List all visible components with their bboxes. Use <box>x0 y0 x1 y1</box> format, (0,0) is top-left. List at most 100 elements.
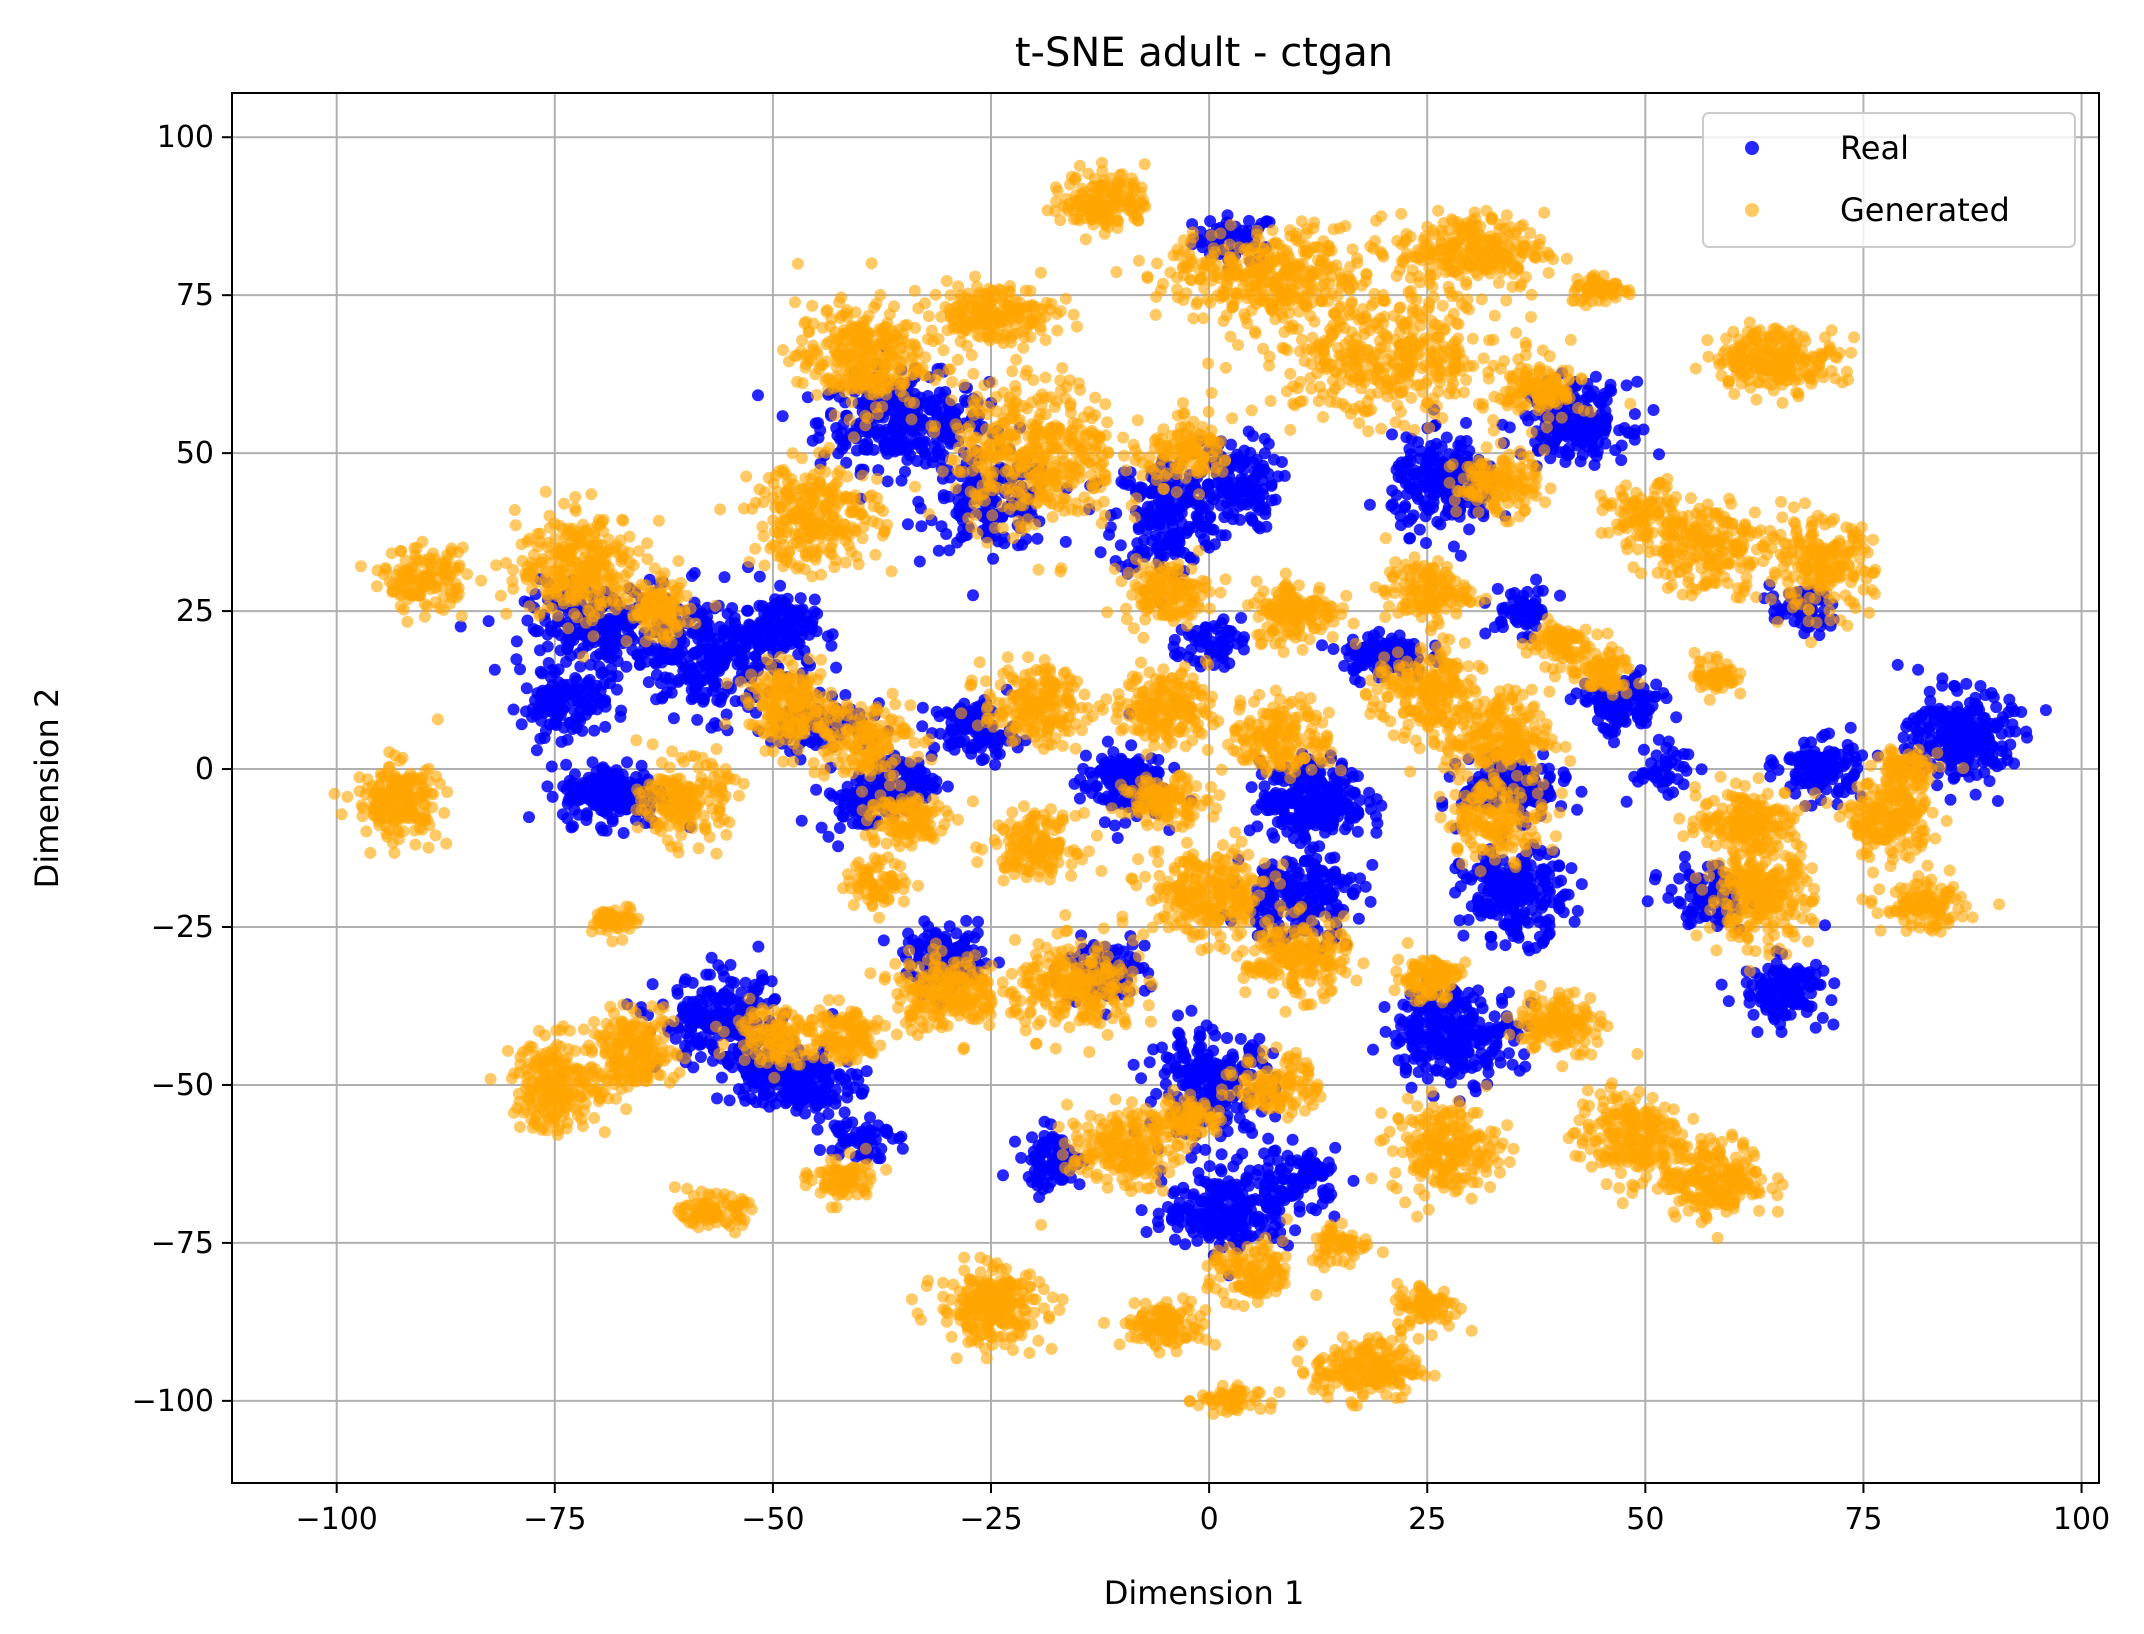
point-real <box>526 702 539 715</box>
point-real <box>810 625 823 638</box>
point-real <box>1068 777 1081 790</box>
point-real <box>1329 1141 1342 1154</box>
point-real <box>933 710 946 723</box>
point-real <box>1434 1040 1447 1052</box>
point-real <box>831 429 844 442</box>
point-real <box>1385 499 1398 512</box>
point-real <box>1206 1194 1219 1206</box>
point-real <box>795 814 808 827</box>
point-real <box>1429 1022 1442 1035</box>
point-real <box>1132 523 1145 536</box>
point-real <box>1378 1001 1391 1013</box>
point-real <box>1452 439 1465 452</box>
point-real <box>1490 1039 1503 1052</box>
point-real <box>943 544 956 557</box>
point-real <box>1413 523 1426 536</box>
point-real <box>806 615 819 628</box>
point-real <box>998 537 1011 550</box>
point-real <box>1615 439 1628 452</box>
point-real <box>1262 1132 1275 1145</box>
point-real <box>1221 209 1234 222</box>
point-real <box>1592 426 1604 439</box>
point-real <box>783 602 796 615</box>
point-real <box>1502 1047 1515 1060</box>
point-real <box>1171 1039 1184 1052</box>
point-real <box>830 661 843 674</box>
point-real <box>1327 643 1340 655</box>
point-real <box>1587 385 1600 398</box>
point-real <box>1246 514 1259 527</box>
point-real <box>1615 454 1628 467</box>
point-real <box>1202 1048 1214 1061</box>
point-real <box>858 438 871 451</box>
point-real <box>1278 795 1291 808</box>
point-real <box>1114 539 1127 552</box>
point-real <box>1407 1031 1420 1044</box>
point-real <box>1534 898 1547 911</box>
point-real <box>732 645 745 658</box>
point-real <box>1628 408 1641 420</box>
point-real <box>704 643 717 656</box>
point-real <box>1366 858 1379 871</box>
point-real <box>1113 763 1126 776</box>
point-real <box>1532 585 1544 598</box>
point-real <box>1202 478 1215 491</box>
point-real <box>881 427 894 440</box>
point-real <box>1278 1189 1291 1202</box>
point-real <box>652 647 665 660</box>
point-real <box>1620 379 1633 392</box>
point-real <box>1525 885 1538 898</box>
point-real <box>1351 770 1364 783</box>
point-real <box>752 940 765 953</box>
point-real <box>1398 1053 1411 1066</box>
point-real <box>989 758 1002 771</box>
point-real <box>1578 424 1591 437</box>
point-real <box>1363 786 1376 799</box>
point-real <box>910 438 923 450</box>
point-real <box>1221 1125 1234 1138</box>
point-real <box>705 951 718 964</box>
point-real <box>1571 803 1584 816</box>
point-real <box>1496 602 1509 615</box>
point-real <box>1127 1058 1140 1071</box>
point-real <box>1342 819 1354 832</box>
point-real <box>599 695 611 708</box>
point-real <box>1293 1200 1306 1213</box>
point-real <box>1258 432 1271 445</box>
point-real <box>1170 1211 1182 1224</box>
point-real <box>794 592 807 605</box>
point-real <box>1559 888 1571 901</box>
point-real <box>1125 739 1138 752</box>
point-real <box>895 474 908 487</box>
point-real <box>776 410 789 423</box>
point-real <box>1506 1058 1519 1071</box>
point-real <box>1403 532 1416 545</box>
point-real <box>916 701 929 714</box>
point-real <box>1508 587 1521 599</box>
point-real <box>932 544 945 557</box>
point-real <box>915 520 928 533</box>
point-real <box>1608 717 1621 730</box>
point-real <box>1187 1226 1200 1239</box>
point-real <box>1516 908 1529 921</box>
point-real <box>1181 1064 1194 1077</box>
point-real <box>1485 907 1498 920</box>
point-real <box>1670 711 1683 724</box>
point-real <box>1593 701 1606 714</box>
point-real <box>1463 444 1476 457</box>
point-real <box>545 760 558 773</box>
point-real <box>541 780 554 793</box>
point-real <box>1101 735 1114 748</box>
point-real <box>1405 1081 1418 1094</box>
point-real <box>1193 1174 1206 1187</box>
point-real <box>710 1000 723 1013</box>
point-real <box>1631 375 1644 388</box>
point-real <box>1444 1076 1457 1089</box>
point-real <box>1288 832 1300 845</box>
point-real <box>1195 1195 1208 1208</box>
point-real <box>1239 454 1252 467</box>
point-real <box>667 712 680 725</box>
point-real <box>523 811 535 824</box>
point-real <box>1111 832 1124 844</box>
point-real <box>1221 1211 1234 1224</box>
